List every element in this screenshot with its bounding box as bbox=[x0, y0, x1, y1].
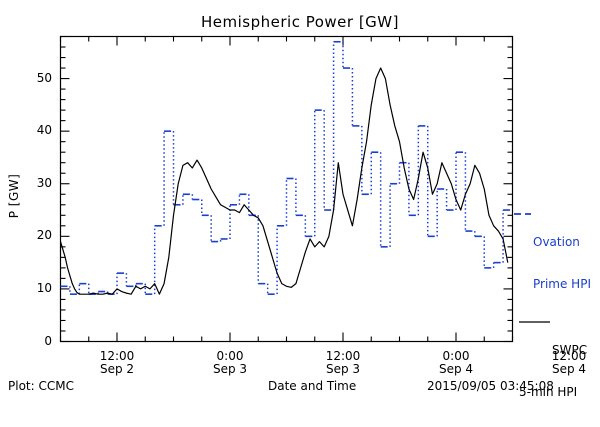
chart-title: Hemispheric Power [GW] bbox=[201, 13, 399, 31]
y-tick-label: 20 bbox=[36, 228, 52, 243]
x-tick-date: Sep 4 bbox=[438, 362, 474, 376]
x-tick-label: 0:00 Sep 4 bbox=[439, 350, 473, 376]
x-tick-label: 12:00 Sep 2 bbox=[100, 350, 135, 376]
legend-ovation-line2: Prime HPI bbox=[533, 277, 591, 291]
plot-canvas: Hemispheric Power [GW] P [GW] 0 10 20 30 40 5… bbox=[7, 13, 591, 399]
legend-ovation-line1: Ovation bbox=[533, 235, 580, 249]
x-tick-label: 12:00 Sep 3 bbox=[326, 350, 361, 376]
x-tick-label: 0:00 Sep 3 bbox=[213, 350, 247, 376]
x-tick-time: 12:00 bbox=[99, 349, 135, 363]
legend-swpc-line1: SWPC bbox=[552, 343, 588, 357]
x-tick-date: Sep 4 bbox=[551, 362, 587, 376]
y-tick-label: 10 bbox=[36, 280, 52, 295]
x-tick-time: 12:00 bbox=[551, 349, 587, 363]
footer-plot-source: Plot: CCMC bbox=[8, 379, 74, 393]
y-tick-label: 0 bbox=[44, 333, 52, 348]
chart-plot-area bbox=[59, 35, 550, 343]
legend-ovation-label: Ovation Prime HPI bbox=[533, 207, 591, 319]
x-tick-time: 12:00 bbox=[325, 349, 361, 363]
y-tick-label: 50 bbox=[36, 70, 52, 85]
footer-timestamp: 2015/09/05 03:45:08 bbox=[427, 379, 554, 393]
legend-swpc-label: SWPC 5-min HPI bbox=[519, 315, 588, 427]
legend-swpc-line2: 5-min HPI bbox=[519, 385, 578, 399]
footer-x-axis-label: Date and Time bbox=[268, 379, 357, 393]
y-tick-label: 30 bbox=[36, 175, 52, 190]
x-tick-time: 0:00 bbox=[216, 349, 244, 363]
x-tick-date: Sep 3 bbox=[325, 362, 361, 376]
x-tick-date: Sep 2 bbox=[99, 362, 135, 376]
x-tick-time: 0:00 bbox=[442, 349, 470, 363]
x-tick-label: 12:00 Sep 4 bbox=[552, 350, 587, 376]
y-tick-label: 40 bbox=[36, 123, 52, 138]
x-tick-date: Sep 3 bbox=[212, 362, 248, 376]
